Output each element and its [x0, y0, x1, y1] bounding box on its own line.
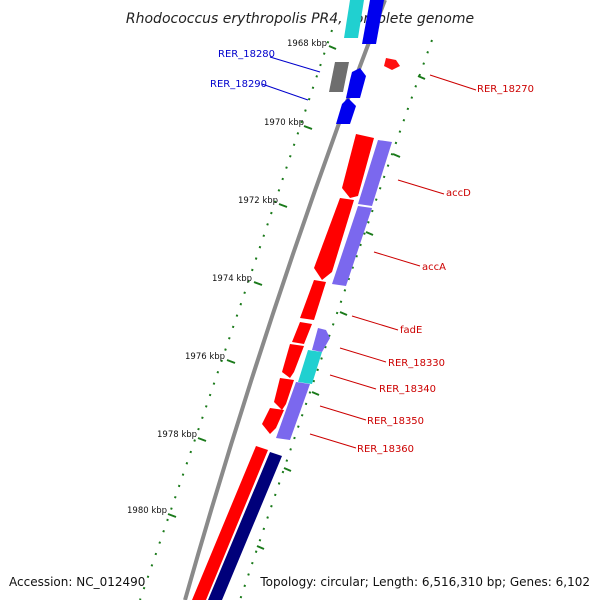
gene-label[interactable]: accD: [446, 188, 471, 199]
kbp-tick-mark: [328, 45, 337, 50]
kbp-tick-label: 1974 kbp: [212, 274, 252, 284]
gene-red-bottom[interactable]: [192, 446, 268, 600]
outer-tick: [392, 153, 401, 158]
gene-label[interactable]: RER_18350: [367, 416, 424, 427]
leader-line: [319, 405, 367, 421]
outer-tick: [417, 75, 426, 80]
gene-label[interactable]: accA: [422, 262, 446, 273]
kbp-tick-label: 1970 kbp: [264, 118, 304, 128]
leader-line: [339, 347, 387, 363]
leader-line: [429, 74, 477, 91]
gene-label[interactable]: RER_18360: [357, 444, 414, 455]
gene-RER_18350[interactable]: [276, 382, 310, 440]
gene-label[interactable]: RER_18340: [379, 384, 436, 395]
kbp-tick-label: 1968 kbp: [287, 39, 327, 49]
leader-line: [261, 83, 309, 101]
kbp-tick-mark: [197, 437, 207, 442]
outer-track-ticks: [256, 75, 426, 550]
gene-red-2[interactable]: [314, 198, 354, 280]
leader-line: [269, 56, 321, 73]
kbp-tick-mark: [278, 203, 288, 208]
map-title: Rhodococcus erythropolis PR4, complete g…: [126, 11, 474, 27]
kbp-tick-mark: [167, 513, 177, 518]
outer-tick: [256, 545, 265, 550]
gene-label[interactable]: fadE: [400, 325, 422, 336]
gene-navy-bottom[interactable]: [208, 452, 282, 600]
leader-line: [309, 433, 357, 449]
kbp-tick-mark: [253, 281, 263, 286]
gene-RER_18330[interactable]: [312, 328, 330, 352]
leader-line: [351, 315, 399, 331]
gene-red-1[interactable]: [342, 134, 374, 198]
gene-label[interactable]: RER_18280: [218, 49, 275, 60]
kbp-tick-group: 1968 kbp 1970 kbp 1972 kbp 1974 kbp 1976…: [127, 39, 337, 518]
gene-red-6[interactable]: [274, 378, 294, 410]
gene-cyan-top[interactable]: [344, 0, 364, 38]
gene-accD[interactable]: [358, 140, 392, 206]
leader-line: [329, 374, 377, 390]
gene-blue-top[interactable]: [362, 0, 384, 44]
kbp-tick-mark: [303, 125, 313, 130]
outer-tick-track: [239, 39, 433, 600]
gene-red-5[interactable]: [282, 344, 304, 378]
gene-blue-2[interactable]: [336, 98, 356, 124]
gene-label[interactable]: RER_18290: [210, 79, 267, 90]
gene-RER_18270[interactable]: [384, 58, 400, 70]
kbp-tick-mark: [226, 359, 236, 364]
accession-text: Accession: NC_012490: [9, 575, 146, 589]
inner-tick-track: [139, 29, 333, 600]
gene-RER_18280[interactable]: [329, 62, 349, 92]
gene-blue-1[interactable]: [346, 68, 366, 98]
outer-tick: [311, 391, 320, 396]
outer-tick: [365, 231, 374, 236]
gene-label[interactable]: RER_18270: [477, 84, 534, 95]
gene-accA[interactable]: [332, 206, 372, 286]
gene-red-4[interactable]: [292, 322, 312, 344]
topology-text: Topology: circular; Length: 6,516,310 bp…: [260, 575, 590, 589]
kbp-tick-label: 1972 kbp: [238, 196, 278, 206]
kbp-tick-label: 1980 kbp: [127, 506, 167, 516]
outer-tick: [339, 311, 348, 316]
gene-red-3[interactable]: [300, 280, 326, 320]
kbp-tick-label: 1976 kbp: [185, 352, 225, 362]
gene-label[interactable]: RER_18330: [388, 358, 445, 369]
kbp-tick-label: 1978 kbp: [157, 430, 197, 440]
leader-line: [373, 251, 421, 267]
gene-red-7[interactable]: [262, 408, 284, 434]
outer-tick: [283, 467, 292, 472]
gene-RER_18340[interactable]: [298, 350, 322, 384]
leader-line: [397, 179, 445, 195]
